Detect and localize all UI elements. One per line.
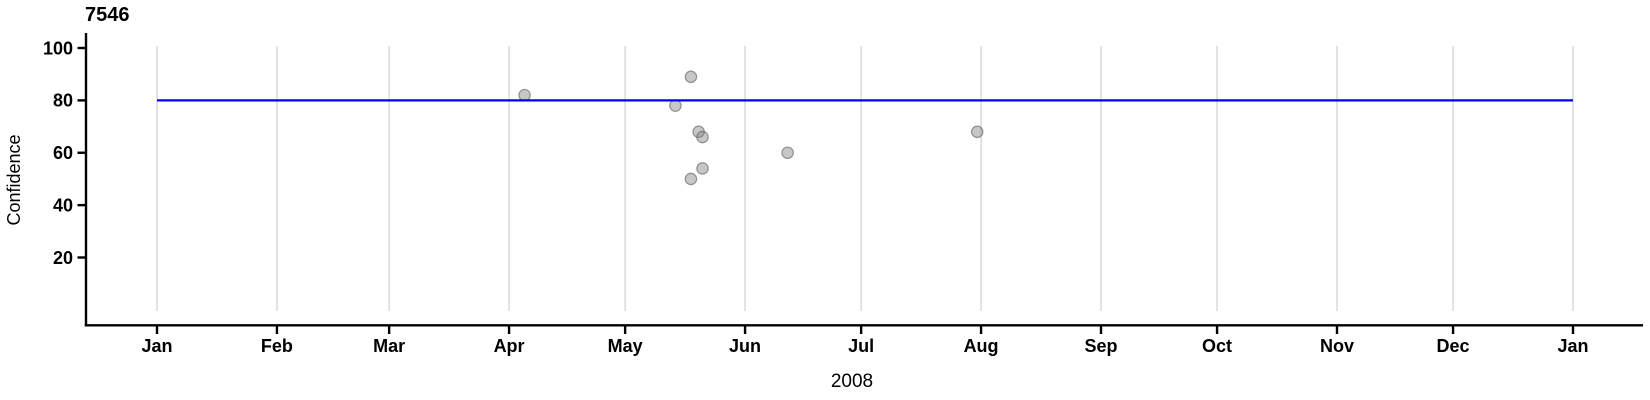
x-tick-label: Jan xyxy=(1557,336,1588,356)
axes xyxy=(77,33,1643,334)
y-tick-label: 100 xyxy=(43,38,73,58)
x-tick-label: Sep xyxy=(1084,336,1117,356)
scatter-points xyxy=(518,70,984,186)
data-point xyxy=(518,88,531,102)
x-tick-label: Jan xyxy=(141,336,172,356)
data-point xyxy=(696,130,709,144)
y-tick-label: 80 xyxy=(53,91,73,111)
x-tick-label: May xyxy=(608,336,643,356)
y-axis-label: Confidence xyxy=(4,134,24,225)
x-axis-year-label: 2008 xyxy=(831,371,873,392)
y-tick-label: 60 xyxy=(53,143,73,163)
x-tick-label: Aug xyxy=(964,336,999,356)
data-point xyxy=(781,146,794,160)
data-point xyxy=(684,70,698,84)
data-point xyxy=(696,162,709,175)
x-tick-label: Mar xyxy=(373,336,405,356)
x-tick-label: Oct xyxy=(1202,336,1232,356)
y-tick-label: 40 xyxy=(53,195,73,215)
x-tick-label: Jul xyxy=(848,336,874,356)
y-tick-label: 20 xyxy=(53,248,73,268)
x-tick-label: Nov xyxy=(1320,336,1354,356)
month-gridlines xyxy=(156,46,1574,311)
data-point xyxy=(669,99,682,112)
x-tick-label: Jun xyxy=(729,336,761,356)
tick-labels: 20 40 60 80 100 Jan Feb Mar Apr May Jun Jul Aug Sep Oc… xyxy=(43,38,1589,356)
x-tick-label: Dec xyxy=(1437,336,1470,356)
chart-title: 7546 xyxy=(85,4,130,26)
data-point xyxy=(684,172,698,186)
x-tick-label: Apr xyxy=(494,336,525,356)
x-tick-label: Feb xyxy=(261,336,293,356)
data-point xyxy=(970,125,984,139)
